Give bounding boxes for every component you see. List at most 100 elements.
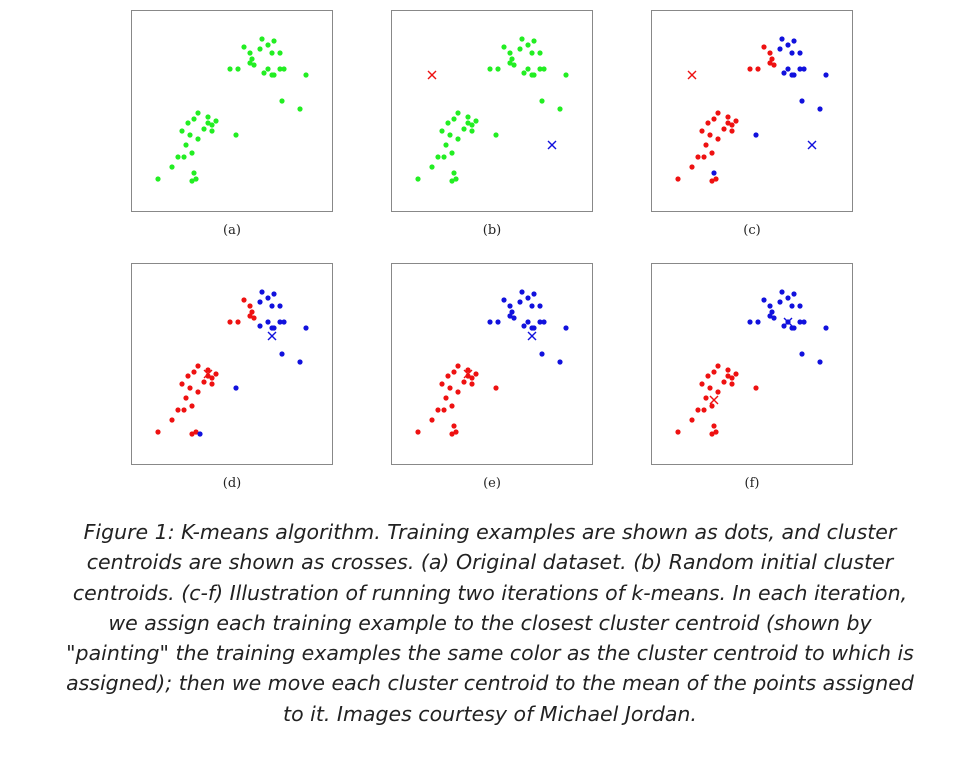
data-point: [265, 295, 271, 301]
data-point: [703, 395, 709, 401]
data-point: [187, 385, 193, 391]
data-point: [469, 128, 475, 134]
data-point: [429, 164, 435, 170]
data-point: [529, 72, 535, 78]
data-point: [487, 66, 493, 72]
data-point: [261, 70, 267, 76]
data-point: [799, 351, 805, 357]
data-point: [507, 313, 513, 319]
data-point: [233, 132, 239, 138]
data-point: [247, 303, 253, 309]
plot-frame: [391, 263, 593, 465]
data-point: [449, 403, 455, 409]
data-point: [511, 315, 517, 321]
data-point: [189, 178, 195, 184]
data-point: [473, 118, 479, 124]
data-point: [257, 46, 263, 52]
data-point: [501, 44, 507, 50]
data-point: [277, 50, 283, 56]
data-point: [441, 154, 447, 160]
data-point: [185, 373, 191, 379]
centroid-cross: [687, 70, 697, 80]
data-point: [733, 118, 739, 124]
data-point: [777, 299, 783, 305]
data-point: [711, 369, 717, 375]
data-point: [709, 431, 715, 437]
data-point: [709, 178, 715, 184]
data-point: [531, 291, 537, 297]
plot-frame: [131, 263, 333, 465]
data-point: [699, 128, 705, 134]
scatter-plot: [391, 263, 593, 465]
data-point: [789, 325, 795, 331]
data-point: [689, 164, 695, 170]
data-point: [539, 98, 545, 104]
data-point: [451, 170, 457, 176]
data-point: [195, 363, 201, 369]
data-point: [725, 367, 731, 373]
data-point: [447, 385, 453, 391]
data-point: [241, 44, 247, 50]
data-point: [747, 319, 753, 325]
data-point: [443, 142, 449, 148]
data-point: [767, 60, 773, 66]
data-point: [429, 417, 435, 423]
data-point: [711, 423, 717, 429]
data-point: [711, 170, 717, 176]
scatter-panel: [651, 10, 853, 212]
data-point: [183, 395, 189, 401]
data-point: [189, 403, 195, 409]
data-point: [709, 403, 715, 409]
data-point: [789, 50, 795, 56]
data-point: [235, 66, 241, 72]
figure-panels: (a) (b) (c) (d) (e) (f): [131, 10, 853, 491]
data-point: [205, 367, 211, 373]
data-point: [265, 319, 271, 325]
data-point: [725, 373, 731, 379]
data-point: [707, 385, 713, 391]
data-point: [511, 62, 517, 68]
data-point: [755, 319, 761, 325]
data-point: [509, 309, 515, 315]
centroid-cross: [547, 140, 557, 150]
scatter-panel: [131, 10, 333, 212]
data-point: [455, 389, 461, 395]
data-point: [303, 72, 309, 78]
data-point: [297, 106, 303, 112]
data-point: [247, 50, 253, 56]
data-point: [465, 367, 471, 373]
data-point: [517, 299, 523, 305]
data-point: [501, 297, 507, 303]
plot-frame: [651, 263, 853, 465]
data-point: [277, 319, 283, 325]
data-point: [785, 295, 791, 301]
data-point: [493, 132, 499, 138]
data-point: [797, 319, 803, 325]
data-point: [525, 295, 531, 301]
scatter-panel: [651, 263, 853, 465]
data-point: [495, 319, 501, 325]
data-point: [703, 142, 709, 148]
data-point: [271, 291, 277, 297]
data-point: [563, 325, 569, 331]
data-point: [779, 289, 785, 295]
data-point: [507, 60, 513, 66]
data-point: [281, 66, 287, 72]
scatter-plot: [131, 10, 333, 212]
data-point: [155, 429, 161, 435]
data-point: [439, 128, 445, 134]
data-point: [537, 319, 543, 325]
centroid-cross: [427, 70, 437, 80]
data-point: [701, 407, 707, 413]
data-point: [435, 407, 441, 413]
data-point: [449, 431, 455, 437]
data-point: [269, 325, 275, 331]
data-point: [179, 381, 185, 387]
data-point: [541, 319, 547, 325]
data-point: [695, 407, 701, 413]
scatter-panel: [391, 263, 593, 465]
data-point: [767, 50, 773, 56]
data-point: [729, 128, 735, 134]
data-point: [801, 319, 807, 325]
data-point: [205, 114, 211, 120]
